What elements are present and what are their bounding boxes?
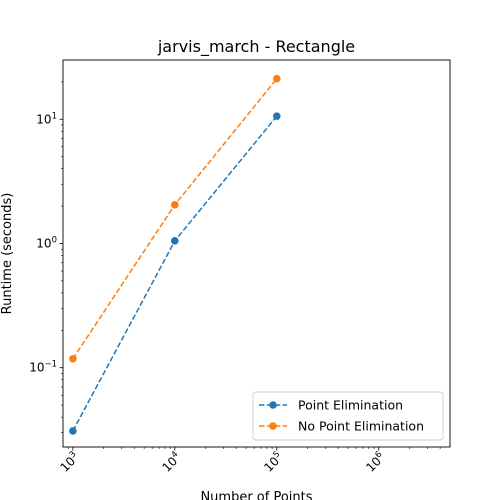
- x-tick-label: 106: [363, 450, 388, 475]
- data-point-0-1: [171, 237, 179, 245]
- plot-marks: [69, 74, 281, 435]
- data-point-1-1: [171, 200, 179, 209]
- series-line-0: [72, 115, 278, 432]
- axes-frame: [62, 59, 451, 448]
- chart-title: jarvis_march - Rectangle: [157, 37, 355, 57]
- legend: Point Elimination No Point Elimination: [252, 391, 444, 441]
- legend-marker-0: [269, 401, 277, 409]
- x-tick-label: 104: [159, 450, 184, 475]
- x-axis-label: Number of Points: [200, 490, 312, 500]
- x-tick-label: 105: [261, 450, 286, 475]
- data-point-0-0: [69, 427, 77, 435]
- data-point-1-2: [272, 74, 281, 83]
- series-line-1: [72, 78, 278, 360]
- legend-label-1: No Point Elimination: [298, 419, 424, 434]
- legend-items: Point Elimination No Point Elimination: [259, 398, 424, 434]
- y-tick-label: 101: [36, 111, 57, 126]
- legend-marker-1: [269, 422, 277, 430]
- data-point-1-0: [69, 354, 77, 363]
- data-point-0-2: [272, 112, 281, 120]
- x-tick-label: 103: [57, 450, 82, 475]
- y-axis-label: Runtime (seconds): [0, 193, 15, 315]
- y-tick-label: 10−1: [29, 360, 57, 375]
- legend-box: [252, 391, 444, 441]
- legend-label-0: Point Elimination: [298, 398, 403, 413]
- y-tick-label: 100: [36, 235, 57, 250]
